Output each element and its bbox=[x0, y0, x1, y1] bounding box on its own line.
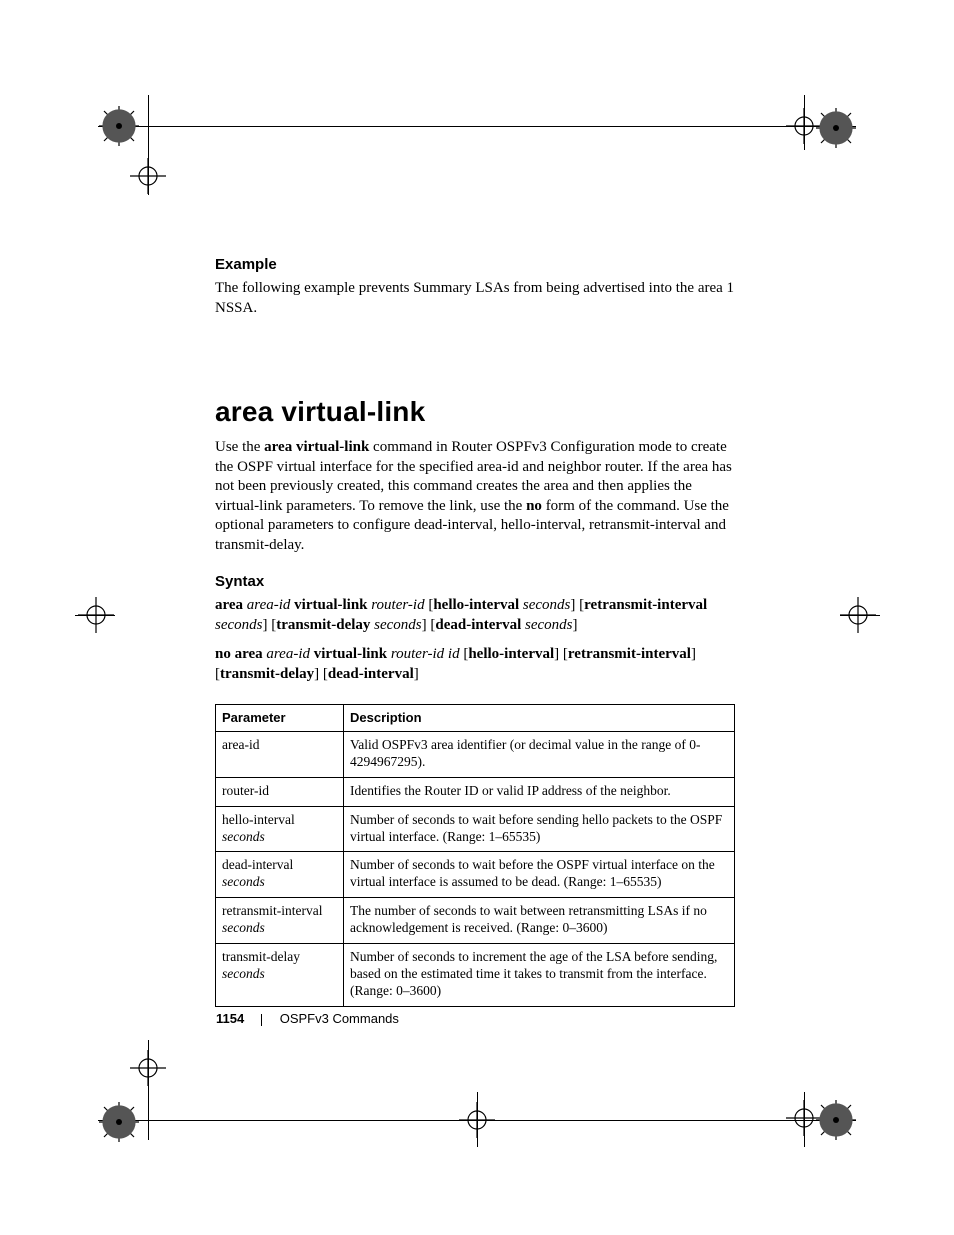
command-title: area virtual-link bbox=[215, 396, 735, 428]
register-target-icon bbox=[99, 1102, 139, 1142]
th-parameter: Parameter bbox=[216, 705, 344, 732]
text-run: dead-interval bbox=[328, 666, 414, 682]
crop-rule-top bbox=[98, 126, 856, 127]
text-run: virtual-link bbox=[294, 597, 371, 613]
syntax-line-1: area area-id virtual-link router-id [hel… bbox=[215, 596, 735, 635]
page-footer: 1154 OSPFv3 Commands bbox=[216, 1011, 399, 1027]
table-header-row: Parameter Description bbox=[216, 705, 735, 732]
text-run: area-id bbox=[247, 597, 294, 613]
footer-separator bbox=[261, 1014, 262, 1026]
syntax-line-2: no area area-id virtual-link router-id i… bbox=[215, 645, 735, 684]
text-run: transmit-delay bbox=[276, 617, 374, 633]
text-run: hello-interval bbox=[433, 597, 523, 613]
command-intro: Use the area virtual-link command in Rou… bbox=[215, 438, 735, 555]
crop-rule-bottom-left-v bbox=[148, 1040, 149, 1140]
table-row: area-idValid OSPFv3 area identifier (or … bbox=[216, 732, 735, 778]
table-row: retransmit-interval secondsThe number of… bbox=[216, 898, 735, 944]
text-run: area virtual-link bbox=[264, 439, 369, 455]
td-parameter: router-id bbox=[216, 777, 344, 806]
text-run: dead-interval bbox=[435, 617, 525, 633]
table-row: router-idIdentifies the Router ID or val… bbox=[216, 777, 735, 806]
text-run: virtual-link bbox=[314, 646, 391, 662]
td-parameter: retransmit-interval seconds bbox=[216, 898, 344, 944]
td-parameter: dead-interval seconds bbox=[216, 852, 344, 898]
text-run: no area bbox=[215, 646, 266, 662]
text-run: seconds bbox=[525, 617, 573, 633]
text-run: area bbox=[215, 597, 247, 613]
text-run: seconds bbox=[374, 617, 422, 633]
td-parameter: area-id bbox=[216, 732, 344, 778]
td-description: Number of seconds to wait before the OSP… bbox=[344, 852, 735, 898]
text-run: ] bbox=[414, 666, 419, 682]
page-content: Example The following example prevents S… bbox=[215, 256, 735, 1007]
td-parameter: transmit-delay seconds bbox=[216, 943, 344, 1006]
page: Example The following example prevents S… bbox=[0, 0, 954, 1235]
text-run: seconds bbox=[215, 617, 263, 633]
text-run: ] [ bbox=[570, 597, 584, 613]
text-run: ] [ bbox=[554, 646, 568, 662]
text-run: retransmit-interval bbox=[584, 597, 707, 613]
text-run: retransmit-interval bbox=[568, 646, 691, 662]
text-run: ] [ bbox=[422, 617, 436, 633]
example-heading: Example bbox=[215, 256, 735, 273]
td-parameter: hello-interval seconds bbox=[216, 806, 344, 852]
crop-rule-top-left-v bbox=[148, 95, 149, 195]
text-run: router-id id bbox=[391, 646, 463, 662]
td-description: Valid OSPFv3 area identifier (or decimal… bbox=[344, 732, 735, 778]
example-body: The following example prevents Summary L… bbox=[215, 279, 735, 318]
td-description: The number of seconds to wait between re… bbox=[344, 898, 735, 944]
th-description: Description bbox=[344, 705, 735, 732]
text-run: Use the bbox=[215, 439, 264, 455]
td-description: Number of seconds to wait before sending… bbox=[344, 806, 735, 852]
text-run: router-id bbox=[371, 597, 428, 613]
text-run: no bbox=[526, 498, 542, 514]
text-run: ] [ bbox=[314, 666, 328, 682]
chapter-name: OSPFv3 Commands bbox=[280, 1011, 399, 1026]
table-row: dead-interval secondsNumber of seconds t… bbox=[216, 852, 735, 898]
syntax-block: Syntax area area-id virtual-link router-… bbox=[215, 573, 735, 684]
crop-rule-mid-left bbox=[75, 615, 115, 616]
parameter-table: Parameter Description area-idValid OSPFv… bbox=[215, 704, 735, 1007]
text-run: hello-interval bbox=[468, 646, 554, 662]
register-target-icon bbox=[816, 108, 856, 148]
text-run: ] bbox=[572, 617, 577, 633]
text-run: area-id bbox=[266, 646, 313, 662]
crop-rule-bottom-mid-v bbox=[477, 1092, 478, 1147]
crop-rule-bottom-right-v bbox=[804, 1092, 805, 1147]
table-row: transmit-delay secondsNumber of seconds … bbox=[216, 943, 735, 1006]
crop-rule-mid-right bbox=[840, 615, 880, 616]
text-run: transmit-delay bbox=[220, 666, 314, 682]
text-run: ] [ bbox=[263, 617, 277, 633]
table-row: hello-interval secondsNumber of seconds … bbox=[216, 806, 735, 852]
td-description: Identifies the Router ID or valid IP add… bbox=[344, 777, 735, 806]
crop-rule-top-right-v bbox=[804, 95, 805, 150]
td-description: Number of seconds to increment the age o… bbox=[344, 943, 735, 1006]
text-run: seconds bbox=[523, 597, 571, 613]
page-number: 1154 bbox=[216, 1011, 244, 1026]
syntax-heading: Syntax bbox=[215, 573, 735, 590]
